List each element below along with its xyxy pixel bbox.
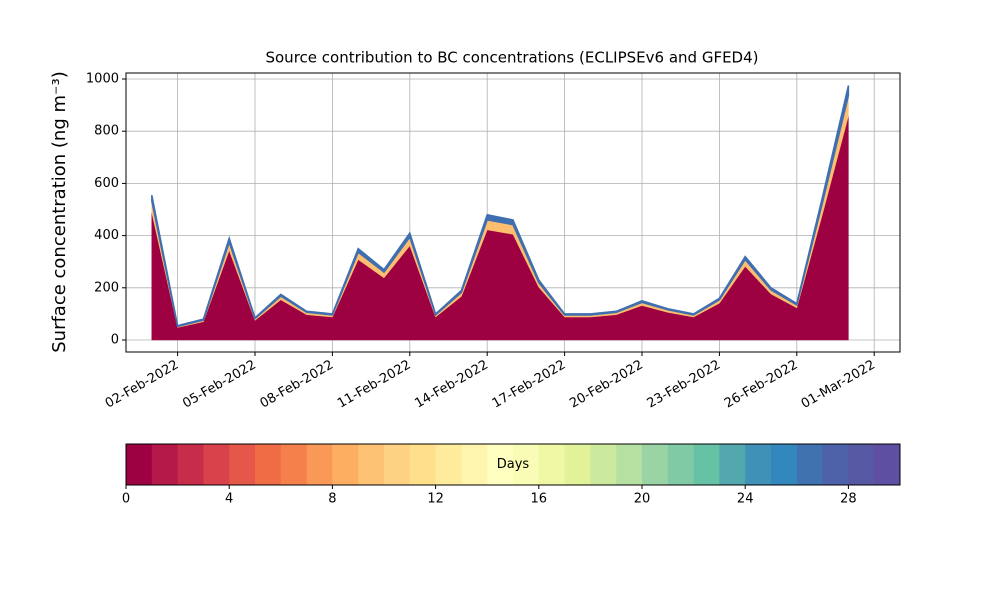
- colorbar-segment: [771, 444, 798, 485]
- colorbar-segment: [151, 444, 179, 485]
- chart-title: Source contribution to BC concentrations…: [265, 49, 758, 67]
- area-layer: [151, 85, 850, 328]
- colorbar-segment: [822, 444, 849, 485]
- colorbar-segment: [848, 444, 875, 485]
- colorbar-segment: [229, 444, 256, 485]
- colorbar-segment: [409, 444, 437, 485]
- colorbar-segment: [616, 444, 643, 485]
- colorbar-segment: [255, 444, 282, 485]
- colorbar-tick-label: 4: [225, 492, 233, 507]
- x-tick-label: 17-Feb-2022: [490, 358, 569, 412]
- colorbar-segment: [435, 444, 462, 485]
- colorbar-segment: [384, 444, 411, 485]
- colorbar-segment: [796, 444, 824, 485]
- colorbar-tick-label: 8: [328, 492, 336, 507]
- x-tick-label: 01-Mar-2022: [799, 358, 878, 412]
- colorbar-segment: [126, 444, 153, 485]
- colorbar-segment: [358, 444, 385, 485]
- y-tick-label: 600: [94, 176, 119, 191]
- colorbar-tick-label: 12: [427, 492, 444, 507]
- colorbar-segment: [590, 444, 617, 485]
- colorbar-segment: [719, 444, 746, 485]
- colorbar-tick-label: 24: [737, 492, 754, 507]
- y-tick-label: 1000: [86, 72, 119, 87]
- colorbar-segment: [564, 444, 591, 485]
- colorbar-segment: [332, 444, 359, 485]
- y-tick-label: 800: [94, 124, 119, 139]
- colorbar-segment: [177, 444, 204, 485]
- x-tick-label: 11-Feb-2022: [335, 358, 414, 412]
- x-tick-label: 26-Feb-2022: [722, 358, 801, 412]
- colorbar-tick-label: 28: [840, 492, 857, 507]
- colorbar-segment: [487, 444, 514, 485]
- colorbar-segment: [461, 444, 488, 485]
- colorbar-tick-label: 16: [531, 492, 548, 507]
- y-tick-label: 0: [111, 332, 119, 347]
- colorbar-segment: [642, 444, 669, 485]
- colorbar-segment: [667, 444, 695, 485]
- colorbar-segment: [203, 444, 230, 485]
- colorbar-tick-label: 0: [122, 492, 130, 507]
- y-axis-label: Surface concentration (ng m⁻³): [49, 71, 70, 353]
- colorbar-tick-label: 20: [634, 492, 651, 507]
- colorbar-segment: [280, 444, 308, 485]
- colorbar-frame: [125, 443, 901, 486]
- colorbar-segment: [874, 444, 901, 485]
- x-tick-label: 02-Feb-2022: [103, 358, 182, 412]
- colorbar-segment: [513, 444, 540, 485]
- x-tick-label: 23-Feb-2022: [645, 358, 724, 412]
- y-tick-label: 200: [94, 280, 119, 295]
- colorbar-segment: [745, 444, 772, 485]
- colorbar-segment: [693, 444, 720, 485]
- x-tick-label: 14-Feb-2022: [412, 358, 491, 412]
- plot-frame: [125, 72, 901, 353]
- colorbar-segment: [538, 444, 566, 485]
- colorbar-label: Days: [497, 457, 530, 472]
- x-tick-label: 05-Feb-2022: [180, 358, 259, 412]
- y-tick-label: 400: [94, 228, 119, 243]
- colorbar-segment: [306, 444, 333, 485]
- x-tick-label: 08-Feb-2022: [258, 358, 337, 412]
- x-tick-label: 20-Feb-2022: [567, 358, 646, 412]
